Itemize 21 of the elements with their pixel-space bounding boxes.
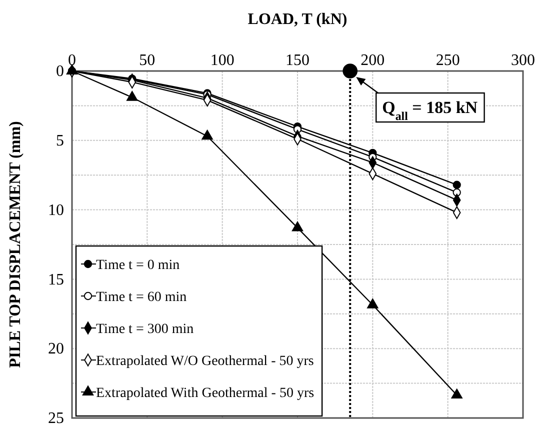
x-tick-label: 50 bbox=[139, 52, 156, 69]
legend-label: Extrapolated W/O Geothermal - 50 yrs bbox=[96, 354, 314, 369]
x-axis-title: LOAD, T (kN) bbox=[248, 11, 348, 28]
x-tick-label: 200 bbox=[360, 52, 385, 69]
x-tick-label: 250 bbox=[436, 52, 460, 69]
x-tick-label: 300 bbox=[511, 52, 535, 69]
y-tick-label: 25 bbox=[48, 410, 64, 427]
y-tick-label: 0 bbox=[56, 63, 64, 80]
y-tick-label: 10 bbox=[48, 202, 64, 219]
y-tick-label: 15 bbox=[48, 271, 64, 288]
y-tick-label: 5 bbox=[56, 132, 64, 150]
x-tick-label: 100 bbox=[210, 52, 234, 69]
x-tick-label: 0 bbox=[68, 52, 76, 69]
annotation: Q$_{all}$ = 185 kN bbox=[382, 98, 478, 123]
legend-label: Extrapolated With Geothermal - 50 yrs bbox=[96, 386, 314, 401]
y-tick-label: 20 bbox=[48, 340, 64, 358]
legend-label: Time t = 60 min bbox=[96, 290, 187, 305]
legend-label: Time t = 300 min bbox=[96, 322, 194, 337]
x-tick-label: 150 bbox=[286, 52, 310, 69]
legend-label: Time t = 0 min bbox=[96, 258, 180, 273]
y-axis-title: PILE TOP DISPLACEMENT (mm) bbox=[7, 121, 24, 368]
